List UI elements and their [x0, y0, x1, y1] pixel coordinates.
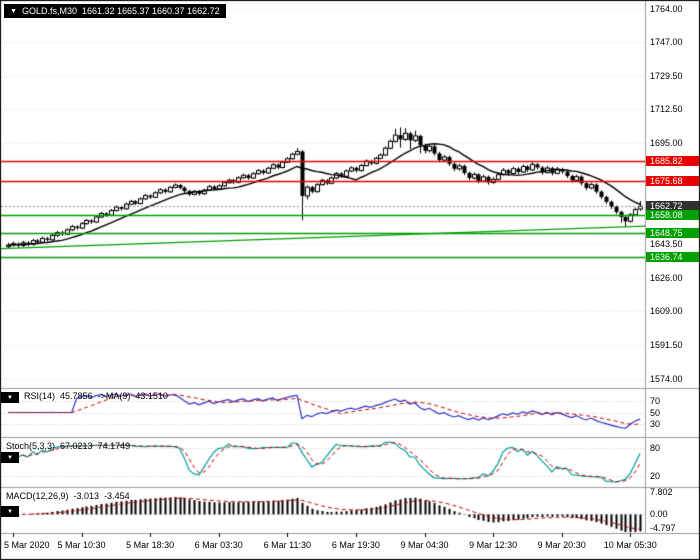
time-axis-label: 9 Mar 04:30: [400, 540, 449, 550]
price-tick-label: 1695.00: [650, 138, 683, 149]
time-axis-label: 6 Mar 19:30: [331, 540, 380, 550]
macd-signal-value: -3.454: [104, 491, 130, 501]
collapse-icon: ▼: [7, 394, 13, 401]
stoch-indicator-label: Stoch(5,3,3) 67.0213 74.1749: [6, 441, 130, 451]
symbol-name: GOLD.fs,M30: [21, 6, 77, 16]
time-axis-label: 5 Mar 18:30: [126, 540, 175, 550]
stoch-name: Stoch(5,3,3): [6, 441, 56, 451]
resistance-badge: 1675.68: [646, 175, 699, 186]
macd-indicator-label: MACD(12,26,9) -3.013 -3.454: [6, 491, 130, 501]
price-tick-label: 1712.50: [650, 104, 683, 115]
time-axis-label: 6 Mar 11:30: [263, 540, 311, 550]
rsi-ma-name: ->MA(9): [97, 391, 131, 401]
price-tick-label: 1764.00: [650, 3, 683, 14]
price-tick-label: 1643.50: [650, 238, 683, 249]
price-tick-label: 1729.50: [650, 71, 683, 82]
macd-level-label: -4.797: [650, 523, 676, 534]
collapse-icon[interactable]: ▼: [10, 7, 17, 15]
stoch-level-label: 20: [650, 471, 661, 482]
rsi-ma-value: 43.1510: [135, 391, 168, 401]
rsi-level-label: 30: [650, 419, 661, 430]
time-axis-label: 10 Mar 05:30: [603, 540, 657, 550]
price-axis[interactable]: 1764.00 1747.00 1729.50 1712.50 1695.00 1643.…: [646, 0, 700, 533]
time-axis-label: 5 Mar 2020: [4, 540, 50, 550]
collapse-icon: ▼: [7, 454, 13, 461]
macd-value: -3.013: [73, 491, 100, 501]
rsi-name: RSI(14): [24, 391, 56, 401]
price-tick-label: 1574.00: [650, 374, 683, 385]
time-axis[interactable]: 5 Mar 2020 5 Mar 10:30 5 Mar 18:30 6 Mar 03…: [0, 534, 700, 560]
price-tick-label: 1626.00: [650, 272, 683, 283]
pane-collapse-button[interactable]: ▼: [1, 392, 19, 403]
symbol-label: ▼ GOLD.fs,M30 1661.32 1665.37 1660.37 16…: [4, 4, 226, 18]
support-badge: 1648.75: [646, 228, 699, 239]
rsi-level-label: 50: [650, 407, 661, 418]
rsi-level-label: 70: [650, 395, 661, 406]
collapse-icon: ▼: [7, 508, 13, 515]
stoch-signal-value: 74.1749: [97, 441, 131, 451]
rsi-indicator-label: RSI(14) 45.7856 ->MA(9) 43.1510: [24, 391, 168, 401]
stoch-level-label: 80: [650, 442, 661, 453]
macd-level-label: 0.00: [650, 509, 668, 520]
support-badge: 1636.74: [646, 251, 699, 262]
price-tick-label: 1609.00: [650, 305, 683, 316]
time-axis-label: 6 Mar 03:30: [194, 540, 243, 550]
resistance-badge: 1685.82: [646, 156, 699, 167]
price-tick-label: 1591.50: [650, 340, 683, 351]
macd-name: MACD(12,26,9): [6, 491, 69, 501]
symbol-ohlc: 1661.32 1665.37 1660.37 1662.72: [81, 6, 220, 16]
stoch-value: 67.0213: [60, 441, 93, 451]
time-axis-label: 9 Mar 20:30: [537, 540, 586, 550]
support-badge: 1658.08: [646, 210, 699, 221]
pane-collapse-button[interactable]: ▼: [1, 452, 19, 463]
current-price-badge: 1662.72: [646, 201, 699, 212]
price-tick-label: 1747.00: [650, 36, 683, 47]
macd-level-label: 7.802: [650, 486, 673, 497]
time-axis-label: 5 Mar 10:30: [57, 540, 106, 550]
pane-collapse-button[interactable]: ▼: [1, 506, 19, 517]
rsi-value: 45.7856: [60, 391, 93, 401]
time-axis-label: 9 Mar 12:30: [469, 540, 518, 550]
